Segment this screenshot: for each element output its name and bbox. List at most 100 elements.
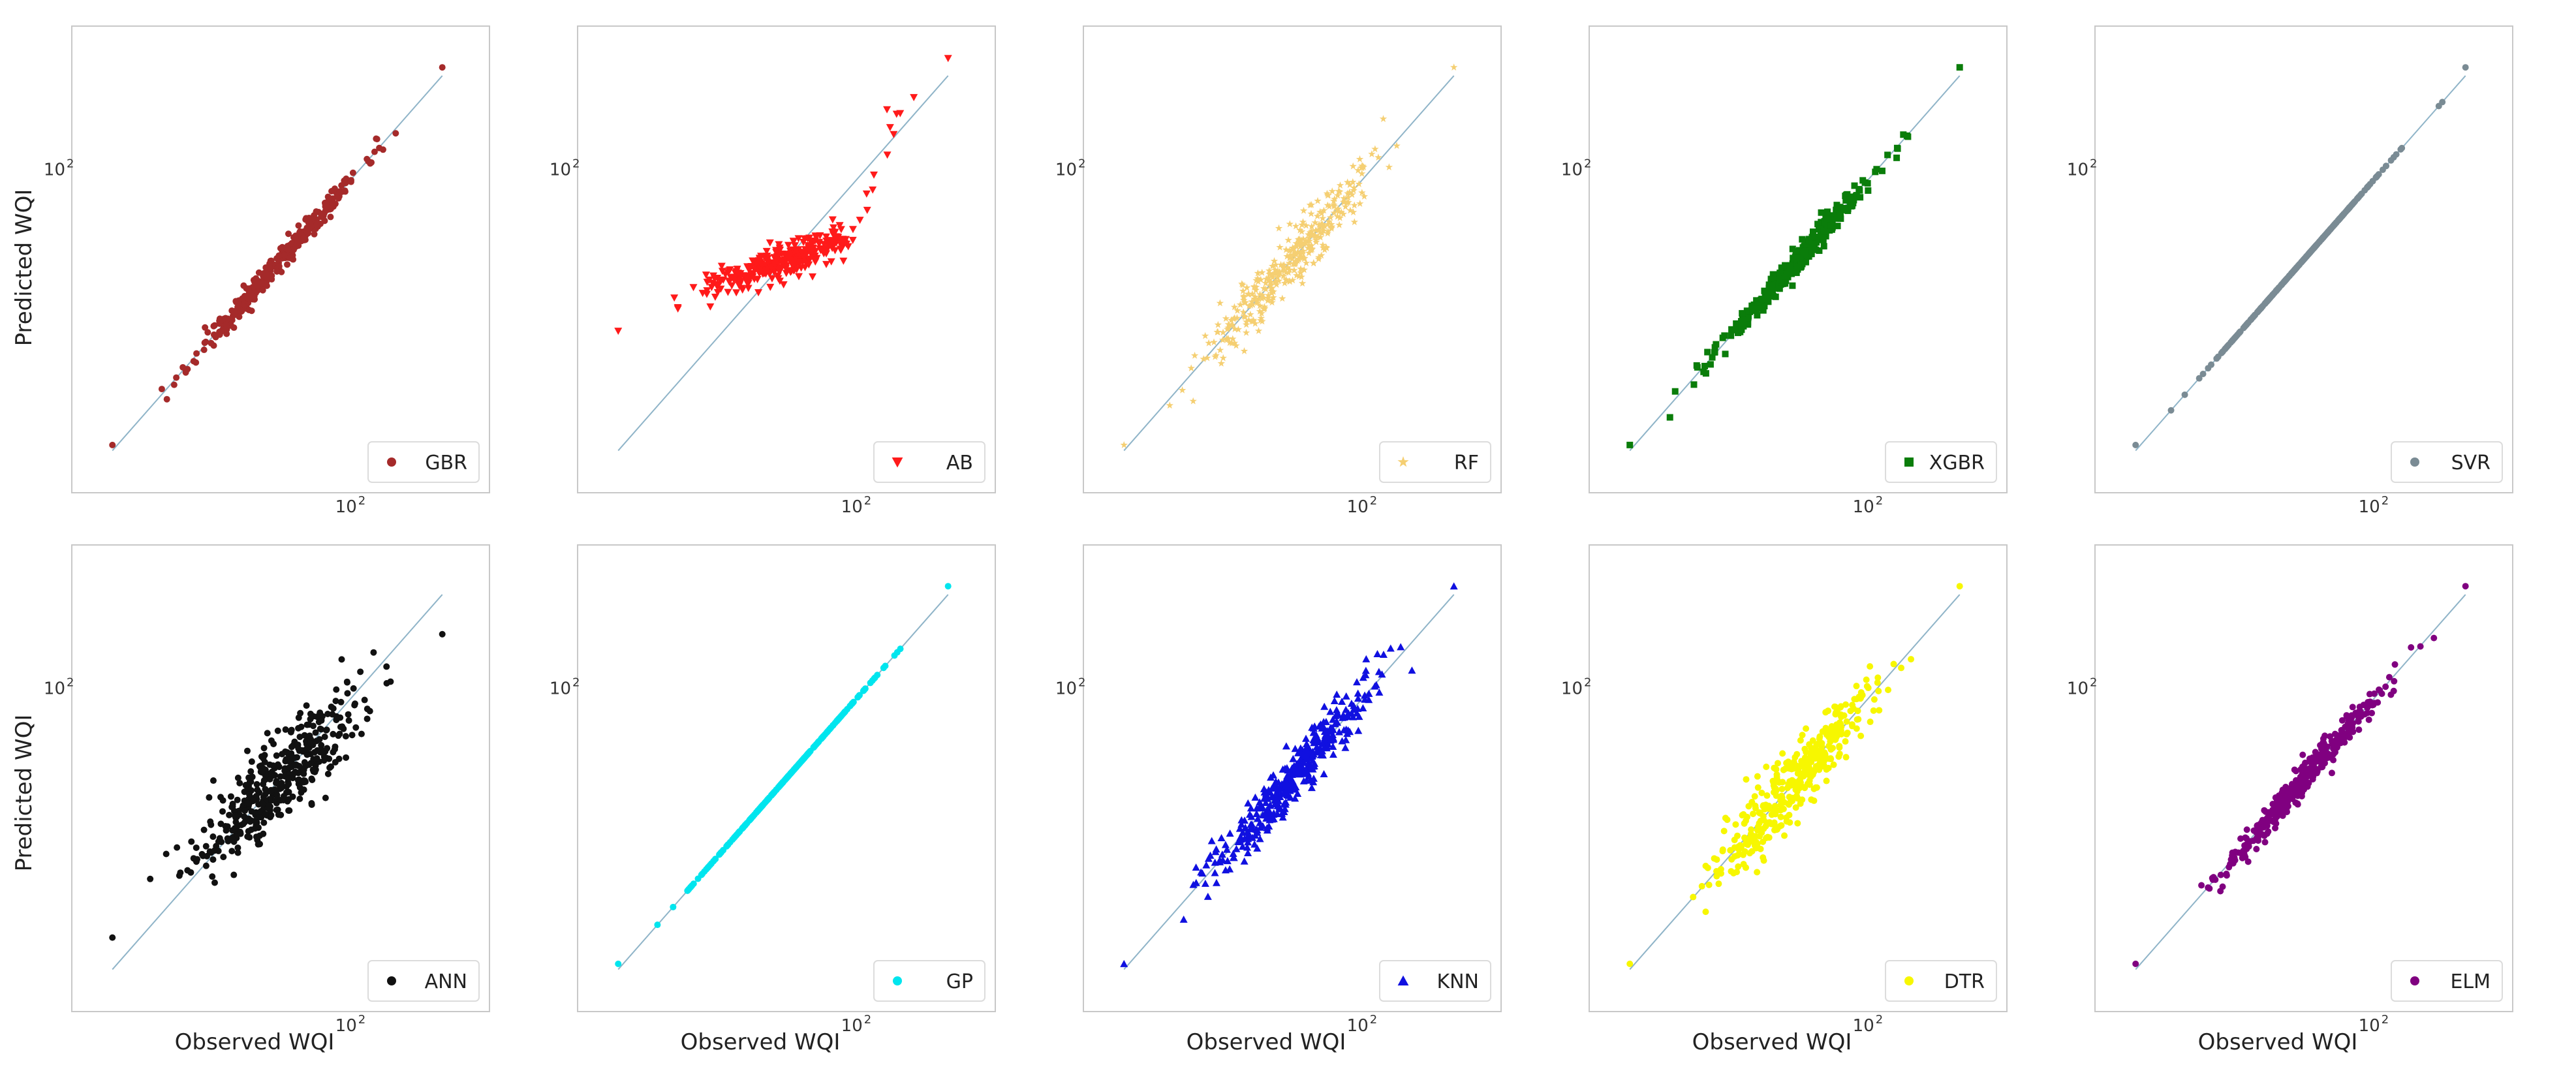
data-point <box>2284 790 2291 798</box>
data-point <box>717 277 725 285</box>
data-point <box>775 268 784 275</box>
data-point <box>263 282 270 289</box>
legend-gbr: GBR <box>367 441 480 483</box>
data-point <box>237 829 244 836</box>
data-point <box>1797 771 1805 778</box>
data-point <box>283 749 290 756</box>
legend-label: SVR <box>2451 452 2491 474</box>
data-point <box>2360 702 2367 709</box>
data-point <box>1743 307 1750 315</box>
data-point <box>1794 820 1801 827</box>
x-tick-label: 10 <box>1853 497 1874 517</box>
data-point <box>1776 823 1783 830</box>
data-point <box>1308 223 1316 230</box>
data-point <box>1698 882 1705 890</box>
data-point <box>1740 861 1747 868</box>
y-tick-exponent: 2 <box>67 676 74 690</box>
data-point <box>776 246 784 254</box>
data-point <box>1808 745 1815 752</box>
data-point <box>1772 805 1779 813</box>
data-point <box>1722 814 1729 822</box>
data-point <box>383 680 390 687</box>
data-point <box>292 232 299 240</box>
data-point <box>1817 763 1824 770</box>
data-point <box>1848 202 1855 209</box>
data-point <box>1311 219 1319 226</box>
data-point <box>1343 198 1351 206</box>
data-point <box>2312 749 2319 756</box>
data-point <box>1297 253 1305 260</box>
data-point <box>1853 192 1860 199</box>
data-point <box>349 732 356 739</box>
data-point <box>279 751 286 758</box>
data-point <box>1763 792 1771 799</box>
data-point <box>2198 882 2205 889</box>
legend-label: ANN <box>425 970 467 993</box>
data-point <box>253 822 260 829</box>
data-point <box>1408 666 1416 674</box>
data-point <box>1268 289 1276 297</box>
data-point <box>1824 208 1831 215</box>
data-point <box>1778 786 1786 793</box>
data-point <box>1265 266 1273 274</box>
data-point <box>1732 821 1739 828</box>
data-point <box>1262 285 1270 292</box>
data-point <box>328 188 335 195</box>
data-point <box>1743 776 1750 783</box>
data-point <box>1294 249 1302 256</box>
data-point <box>392 130 399 137</box>
data-point <box>1751 833 1758 840</box>
data-point <box>1330 201 1338 208</box>
data-point <box>1874 674 1882 681</box>
data-point <box>324 770 332 777</box>
xlabel-col-4: Observed WQI <box>1692 1029 1852 1055</box>
data-point <box>228 835 236 842</box>
legend-marker <box>387 457 396 467</box>
data-point <box>1884 151 1891 159</box>
data-point <box>1318 214 1327 222</box>
data-point <box>247 768 255 775</box>
legend-label: ELM <box>2450 970 2491 993</box>
data-point <box>1250 283 1258 290</box>
data-point <box>1690 381 1698 388</box>
data-point <box>774 275 783 283</box>
x-tick-label: 10 <box>335 497 357 517</box>
data-point <box>1773 792 1780 799</box>
data-point <box>273 752 280 759</box>
data-point <box>1260 788 1269 796</box>
data-point <box>285 758 292 765</box>
data-point <box>318 210 325 217</box>
data-point <box>1236 833 1245 841</box>
data-point <box>296 763 303 770</box>
data-point <box>343 754 350 761</box>
data-point <box>1227 316 1235 324</box>
data-point <box>1297 273 1305 281</box>
legend-marker <box>1397 456 1409 467</box>
data-point <box>1822 709 1829 716</box>
data-point <box>1212 878 1220 886</box>
data-point <box>1829 212 1837 219</box>
x-tick-exponent: 2 <box>864 494 871 508</box>
data-point <box>741 822 749 829</box>
data-point <box>261 752 268 759</box>
data-point <box>1719 334 1726 341</box>
data-point <box>2214 353 2222 360</box>
data-point <box>1229 335 1237 343</box>
data-point <box>1368 150 1376 157</box>
data-point <box>1286 220 1294 228</box>
data-point <box>2292 265 2299 272</box>
data-point <box>736 280 744 288</box>
data-point <box>1306 776 1314 784</box>
legend-svr: SVR <box>2391 441 2503 483</box>
data-point <box>1319 243 1327 251</box>
legend-box <box>1379 960 1491 1002</box>
data-point <box>1341 202 1350 210</box>
data-point <box>1218 336 1227 343</box>
data-point <box>1355 713 1363 720</box>
data-point <box>1779 750 1786 757</box>
data-point <box>200 347 208 354</box>
data-point <box>1243 843 1251 851</box>
data-point <box>1253 299 1262 306</box>
data-point <box>1379 651 1388 658</box>
